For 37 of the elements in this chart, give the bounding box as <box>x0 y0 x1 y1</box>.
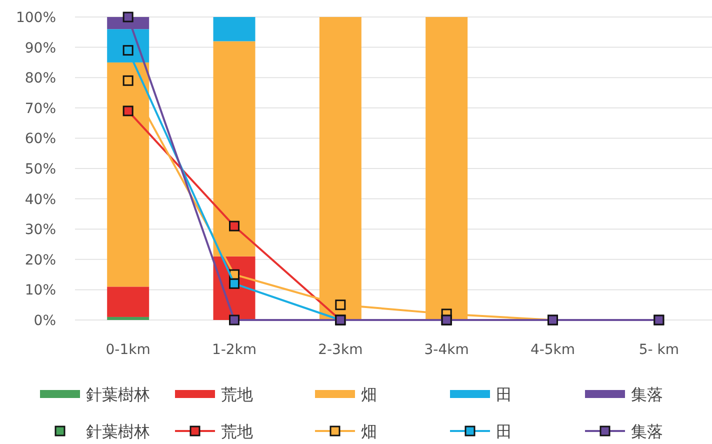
x-tick-label: 1-2km <box>212 342 257 358</box>
legend-label: 集落 <box>631 422 663 441</box>
legend-label: 集落 <box>631 385 663 404</box>
point <box>229 314 240 326</box>
legend-label: 畑 <box>361 422 377 441</box>
x-tick-label: 0-1km <box>106 342 150 358</box>
y-tick-label: 30% <box>24 222 56 238</box>
point <box>122 75 134 86</box>
point <box>335 300 346 310</box>
y-tick-label: 0% <box>34 313 56 329</box>
y-tick-label: 80% <box>24 70 56 87</box>
y-tick-label: 100% <box>16 10 56 26</box>
bar <box>107 286 150 317</box>
legend-label: 荒地 <box>221 422 253 441</box>
y-tick-label: 70% <box>24 100 56 117</box>
legend-label: 針葉樹林 <box>86 422 150 441</box>
point <box>122 12 134 22</box>
legend-label: 田 <box>496 422 512 441</box>
legend-label: 針葉樹林 <box>86 385 150 404</box>
bar <box>213 17 256 42</box>
point <box>122 106 134 116</box>
legend-label: 田 <box>496 385 512 404</box>
y-tick-label: 20% <box>24 252 56 268</box>
bar <box>107 316 150 320</box>
point <box>229 220 240 232</box>
x-tick-label: 5- km <box>638 342 679 358</box>
y-tick-label: 60% <box>24 131 56 148</box>
y-tick-label: 50% <box>24 162 56 178</box>
y-tick-label: 40% <box>24 192 56 208</box>
legend-label: 畑 <box>361 385 377 404</box>
x-tick-label: 4-5km <box>530 342 576 358</box>
x-tick-label: 3-4km <box>424 342 469 358</box>
point <box>229 278 240 289</box>
y-tick-label: 10% <box>24 282 56 299</box>
y-tick-label: 90% <box>24 40 56 56</box>
x-tick-label: 2-3km <box>318 342 363 358</box>
legend-label: 荒地 <box>221 385 253 404</box>
